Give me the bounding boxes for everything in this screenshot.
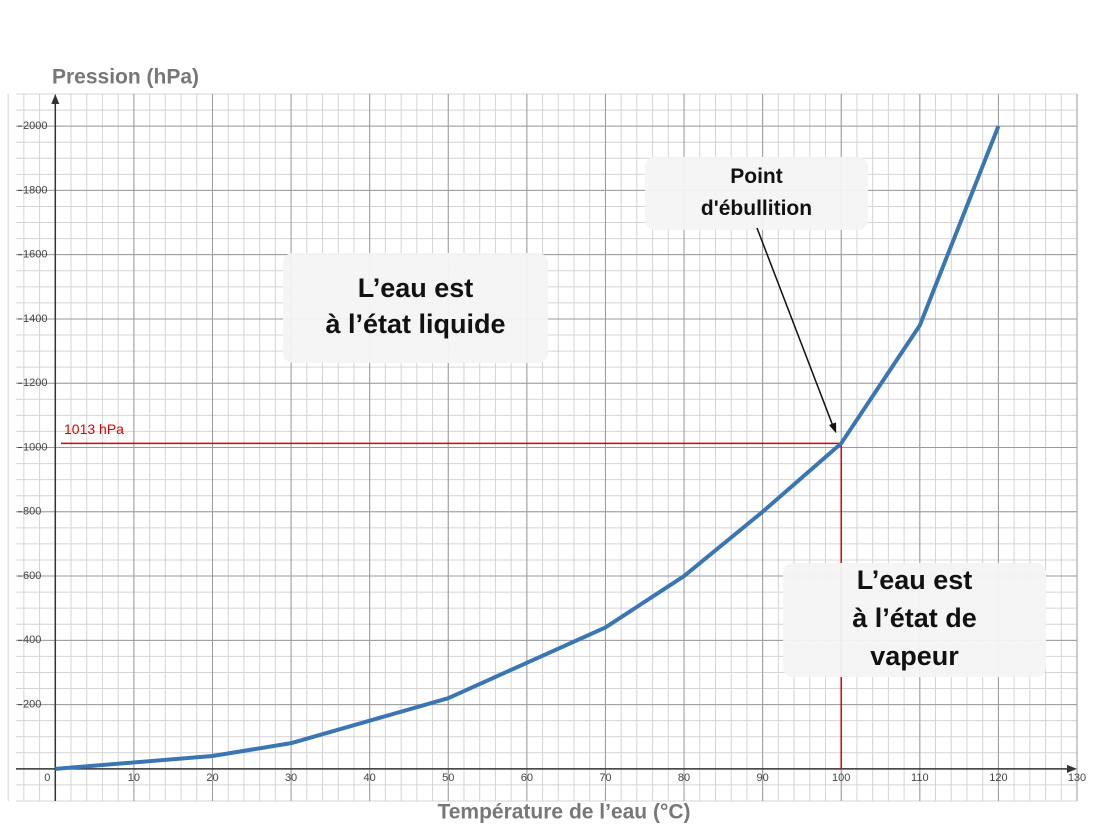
annotation-box bbox=[283, 253, 548, 363]
x-axis-arrow bbox=[1067, 764, 1077, 773]
y-tick-label: 400 bbox=[23, 634, 41, 646]
x-tick-label: 110 bbox=[911, 772, 929, 784]
y-tick-label: 2000 bbox=[23, 120, 47, 132]
x-tick-label: 120 bbox=[989, 772, 1007, 784]
reference-label: 1013 hPa bbox=[64, 421, 124, 437]
x-tick-label: 60 bbox=[521, 772, 533, 784]
y-axis-title: Pression (hPa) bbox=[52, 66, 199, 89]
annotation-text: L’eau est bbox=[857, 565, 973, 595]
x-tick-label: 40 bbox=[364, 772, 376, 784]
annotation-box bbox=[783, 563, 1046, 677]
annotation-text: à l’état liquide bbox=[325, 309, 505, 339]
y-axis-arrow bbox=[51, 94, 60, 104]
y-tick-label: 1200 bbox=[23, 377, 47, 389]
y-tick-label: 1600 bbox=[23, 249, 47, 261]
data-line bbox=[55, 125, 1001, 771]
y-tick-label: 1000 bbox=[23, 441, 47, 453]
x-tick-label: 30 bbox=[285, 772, 297, 784]
y-tick-label: 600 bbox=[23, 570, 41, 582]
annotation-text: d'ébullition bbox=[701, 197, 812, 220]
annotation-text: L’eau est bbox=[358, 273, 474, 303]
annotation-arrow bbox=[756, 227, 835, 430]
annotation-box bbox=[645, 157, 868, 230]
x-tick-label: 20 bbox=[206, 772, 218, 784]
annotation-text: vapeur bbox=[870, 641, 959, 671]
x-tick-label: 100 bbox=[832, 772, 850, 784]
x-tick-label: 0 bbox=[44, 772, 50, 784]
y-tick-label: 1400 bbox=[23, 313, 47, 325]
y-tick-label: 800 bbox=[23, 506, 41, 518]
annotation-text: Point bbox=[730, 165, 783, 188]
x-axis-title: Température de l’eau (°C) bbox=[437, 801, 690, 824]
x-tick-label: 10 bbox=[128, 772, 140, 784]
y-tick-label: 200 bbox=[23, 698, 41, 710]
x-tick-label: 90 bbox=[757, 772, 769, 784]
annotation-text: à l’état de bbox=[852, 603, 977, 633]
x-tick-label: 80 bbox=[678, 772, 690, 784]
x-tick-label: 130 bbox=[1068, 772, 1086, 784]
x-tick-label: 50 bbox=[442, 772, 454, 784]
y-tick-label: 1800 bbox=[23, 184, 47, 196]
x-tick-label: 70 bbox=[599, 772, 611, 784]
annotation-arrowhead bbox=[828, 422, 837, 434]
